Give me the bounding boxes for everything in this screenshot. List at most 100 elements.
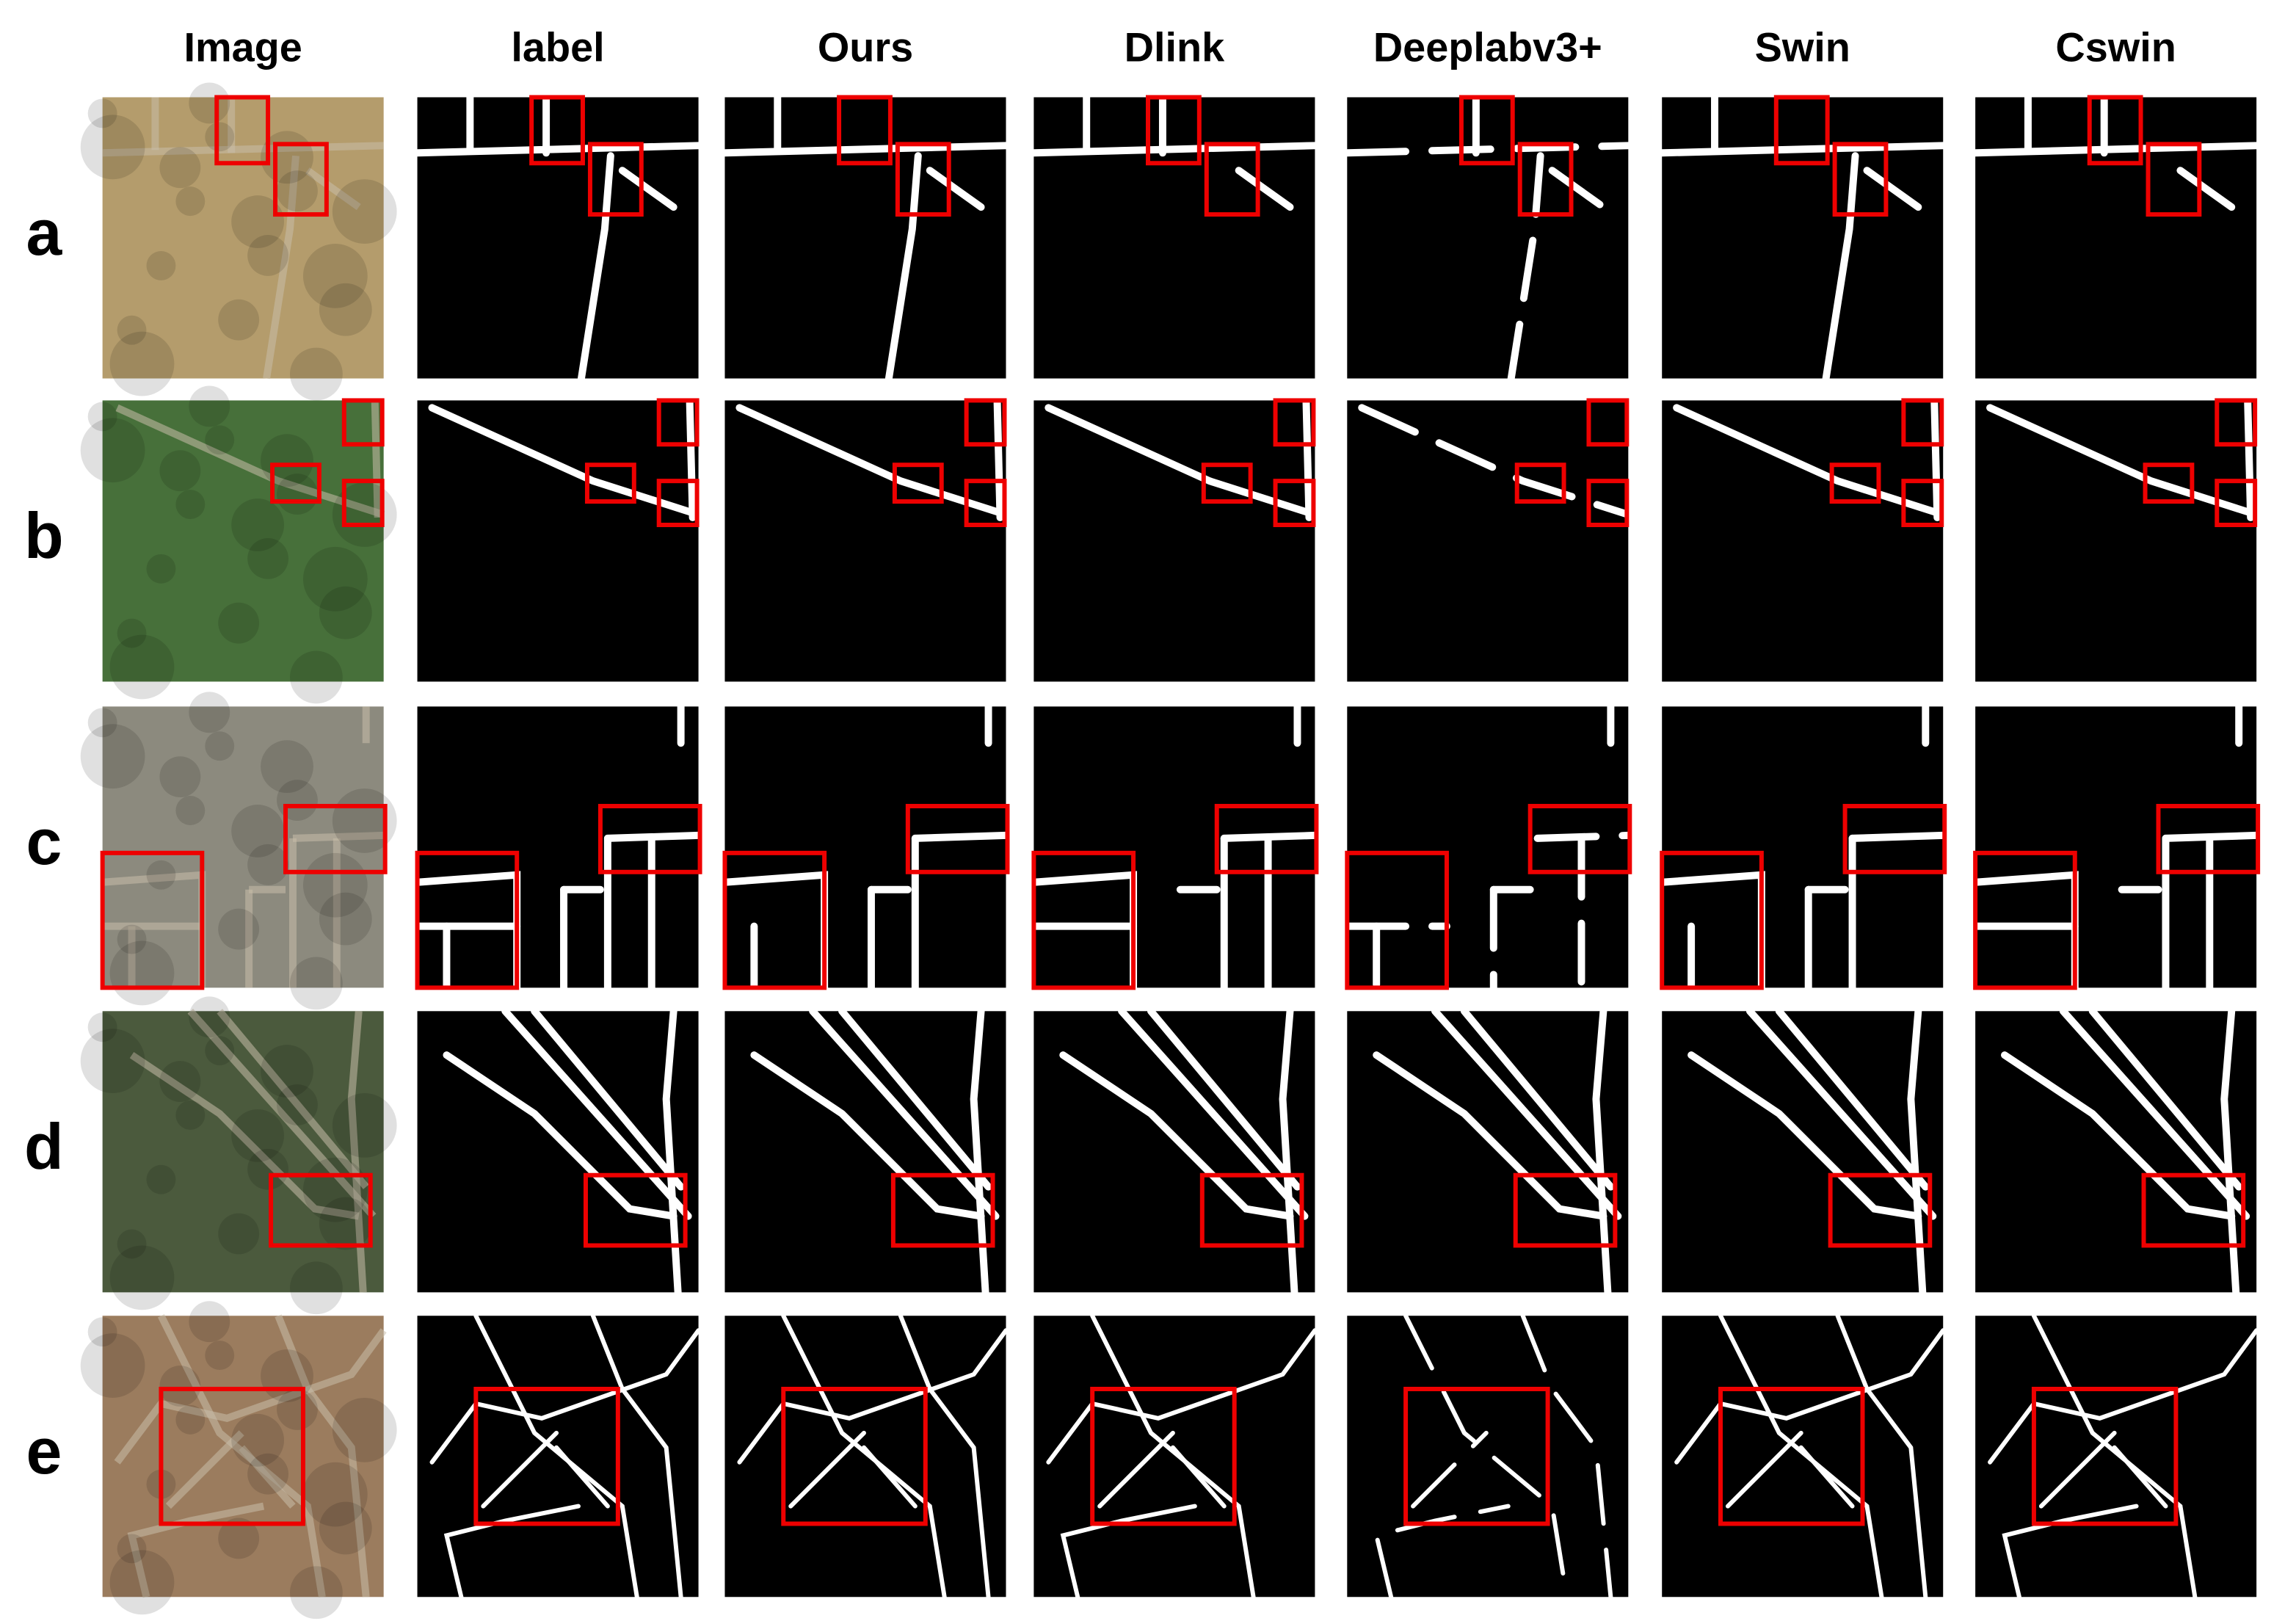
image-texture [109,634,175,700]
mask-road [1147,1007,1301,1191]
mask-tile [1662,1316,1944,1598]
highlight-box [1901,479,1944,527]
image-texture [175,1100,206,1130]
column-header: Ours [818,23,913,70]
mask-road [1235,167,1294,211]
mask-road [2038,1430,2117,1509]
road-mask [724,396,1010,682]
image-texture [87,708,117,738]
image-texture [146,1164,176,1194]
mask-road [838,1007,992,1191]
satellite-image [80,385,397,704]
mask-road [2059,1007,2250,1220]
highlight-box [1201,463,1253,504]
mask-road [1658,142,1947,157]
mask-road [2088,1007,2243,1191]
image-texture [261,740,313,794]
highlight-box [1973,850,2077,990]
road-mask [1347,1313,1629,1600]
highlight-box [1031,850,1136,990]
highlight-box [2215,398,2258,447]
image-road [129,1051,360,1220]
highlight-box [1214,804,1319,874]
row-label: b [24,500,64,572]
image-texture [302,1462,368,1527]
road-mask [417,1313,701,1600]
highlight-box [2087,95,2143,166]
image-road [305,167,361,211]
highlight-box [597,804,702,874]
highlight-box [584,463,636,504]
image-texture [247,537,288,579]
image-texture [159,450,201,492]
road-mask [724,1313,1009,1600]
mask-road [2031,1313,2198,1600]
image-texture [159,1366,201,1407]
image-texture [319,892,372,946]
highlight-box [890,1172,995,1248]
mask-road [590,1313,683,1600]
mask-tile [1975,706,2257,988]
image-texture [146,554,176,584]
image-texture [189,1301,230,1343]
image-texture [146,250,176,280]
highlight-box [1586,479,1630,527]
image-road [165,1430,244,1509]
mask-tile [1033,1316,1315,1598]
image-texture [87,402,117,432]
image-texture [205,425,235,455]
image-texture [261,1045,313,1098]
mask-road [2112,1445,2168,1509]
mask-tile [417,400,699,682]
mask-road [2002,1504,2139,1600]
mask-road [1170,1445,1227,1509]
mask-road [993,396,1004,522]
mask-road [531,1007,685,1191]
highlight-box [1832,142,1889,217]
image-texture [80,418,145,483]
image-texture [332,1093,397,1158]
highlight-box [283,804,388,874]
mask-road [1907,1007,1927,1297]
row-label: e [26,1415,62,1487]
mask-road [911,831,1010,842]
highlight-box [1090,1386,1237,1526]
road-mask [1343,703,1632,992]
road-mask [1662,1313,1946,1600]
road-mask [1972,703,2261,992]
image-texture [80,1029,145,1094]
mask-road [2220,1007,2240,1297]
image-texture [87,1012,117,1042]
highlight-box [1718,1386,1865,1526]
mask-road [1930,396,1941,522]
mask-tile [1975,97,2257,379]
mask-road [1520,1313,1613,1600]
mask-road [1060,1504,1197,1600]
mask-tile [417,97,699,379]
mask-tile [1033,706,1315,988]
mask-road [2001,1051,2236,1220]
road-mask [417,1007,699,1297]
mask-road [1373,1051,1607,1220]
highlight-box [2156,804,2261,874]
image-texture [109,331,175,396]
highlight-box [905,804,1010,874]
mask-road [1848,831,1947,842]
road-mask [413,703,702,992]
mask-road [686,396,697,522]
highlight-box [273,142,329,217]
road-mask [1030,703,1319,992]
mask-road [662,1007,682,1297]
mask-road [1373,1504,1511,1600]
highlight-box [1828,1172,1933,1248]
image-texture [175,490,206,520]
mask-road [1718,1313,1884,1600]
road-mask [1662,1007,1944,1297]
highlight-box [2141,1172,2246,1248]
image-road [157,1314,326,1598]
image-texture [218,602,260,644]
road-mask [1343,93,1632,382]
road-mask [1972,93,2261,379]
road-mask [1033,396,1319,682]
